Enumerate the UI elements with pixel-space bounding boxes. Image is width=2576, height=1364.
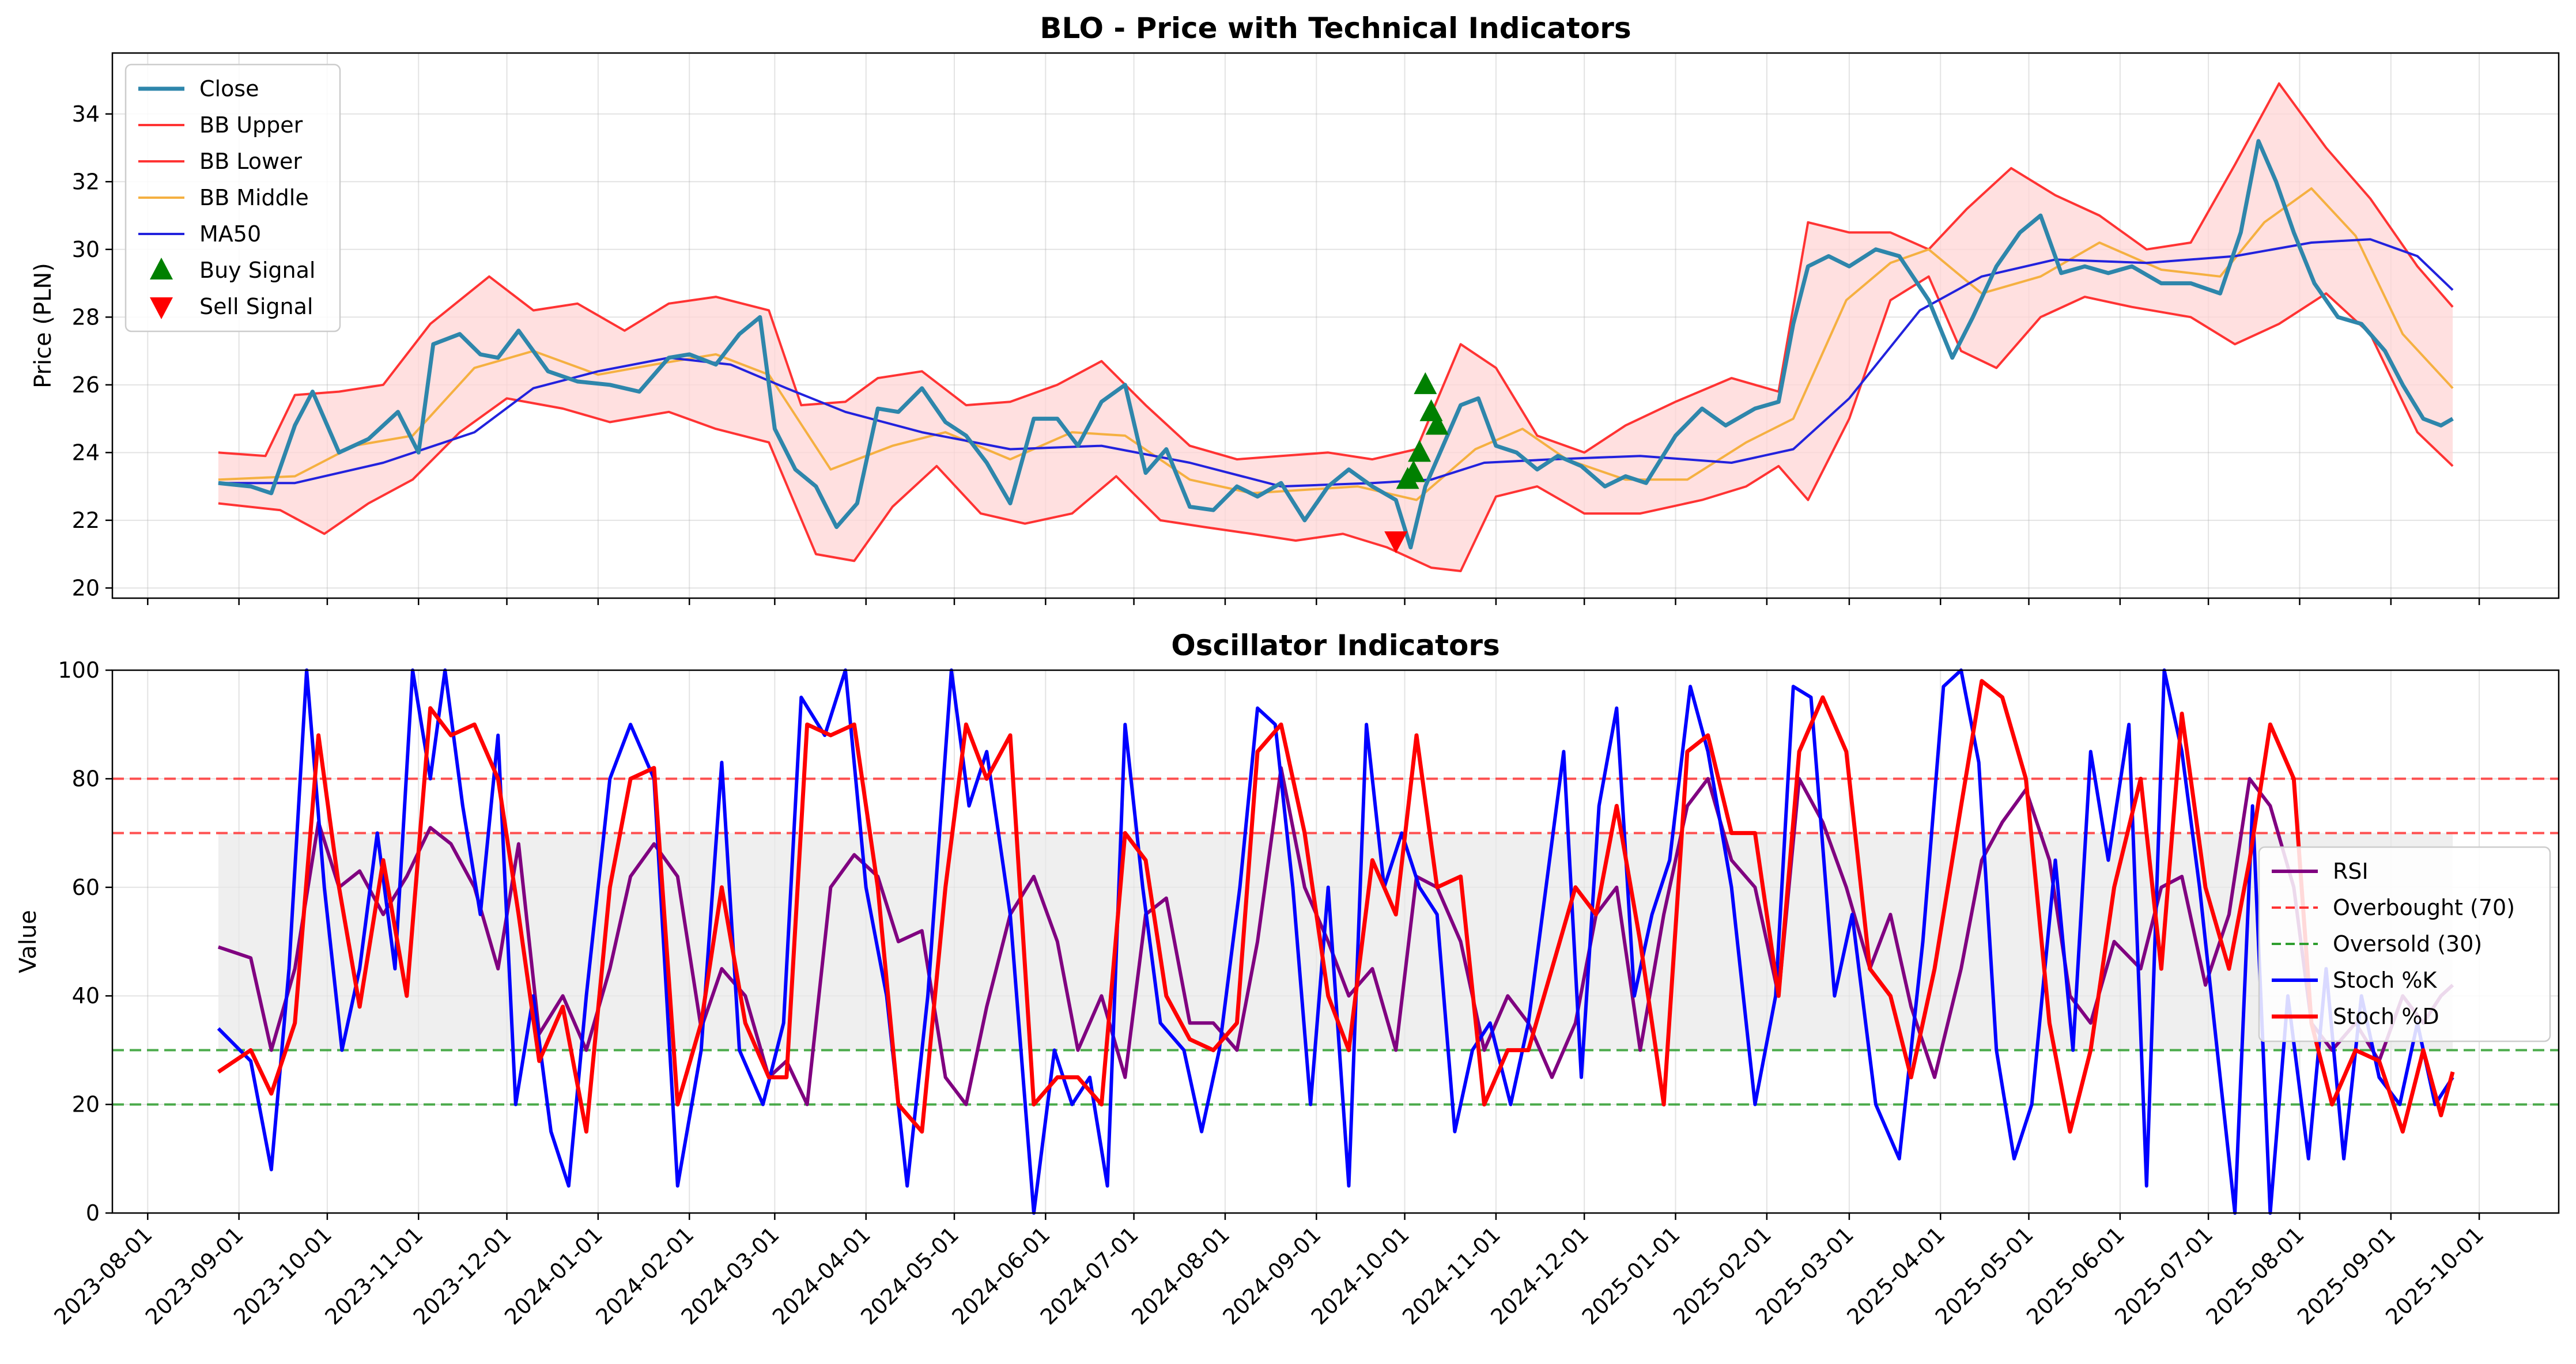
- panel-title: Oscillator Indicators: [1171, 629, 1500, 662]
- x-tick-label: 2024-01-01: [500, 1222, 607, 1329]
- price-legend: Close BB Upper BB Lower BB Middle MA50 Buy Si…: [124, 63, 341, 333]
- legend-label: BB Upper: [199, 112, 303, 138]
- y-tick-label: 34: [72, 101, 100, 127]
- oscillator-panel-frame: [111, 669, 2560, 1214]
- legend-swatch: [150, 297, 173, 319]
- legend-label: Buy Signal: [199, 258, 315, 283]
- y-tick-label: 28: [72, 304, 100, 330]
- bollinger-band-fill: [218, 83, 2453, 571]
- legend-label: BB Middle: [199, 185, 309, 210]
- sell-signal-marker: [1384, 531, 1408, 554]
- legend-label: MA50: [199, 221, 261, 247]
- y-tick-label: 30: [72, 237, 100, 262]
- legend-label: RSI: [2333, 859, 2369, 884]
- x-tick-label: 2023-08-01: [49, 1222, 157, 1329]
- y-tick-label: 60: [72, 875, 100, 900]
- y-tick-label: 20: [72, 575, 100, 600]
- x-axis-ticks: 2023-08-012023-09-012023-10-012023-11-01…: [49, 1213, 2488, 1330]
- x-tick-label: 2025-08-01: [2201, 1222, 2309, 1329]
- panel-title: BLO - Price with Technical Indicators: [1040, 12, 1631, 45]
- y-tick-label: 20: [72, 1092, 100, 1117]
- legend-label: Stoch %K: [2333, 968, 2437, 993]
- buy-signal-marker: [1408, 440, 1431, 462]
- y-tick-label: 26: [72, 372, 100, 398]
- oscillator-panel: 0 20 40 60 80 100 Oscillator Indicators Value: [15, 629, 2560, 1226]
- y-tick-label: 32: [72, 169, 100, 194]
- y-tick-label: 22: [72, 508, 100, 533]
- y-tick-label: 100: [58, 658, 100, 683]
- buy-signal-marker: [1402, 460, 1425, 482]
- x-tick-label: 2025-01-01: [1577, 1222, 1685, 1329]
- y-tick-label: 80: [72, 766, 100, 791]
- bb-lower-line: [218, 275, 2454, 572]
- bb-middle-line: [218, 187, 2454, 501]
- price-panel: 20 22 24 26 28 30 32 34 BLO - Price with Technic…: [30, 12, 2560, 605]
- y-tick-label: 24: [72, 440, 100, 465]
- legend-label: Oversold (30): [2333, 931, 2482, 957]
- legend-label: Sell Signal: [199, 294, 313, 319]
- legend-box: [124, 63, 341, 333]
- bb-upper-line: [218, 82, 2454, 461]
- buy-signal-marker: [1414, 372, 1437, 394]
- y-tick-label: 40: [72, 983, 100, 1008]
- x-tick-label: 2024-08-01: [1127, 1222, 1234, 1329]
- oscillator-legend: RSI Overbought (70) Oversold (30) Stoch %K S…: [2258, 846, 2551, 1042]
- y-axis-label: Price (PLN): [30, 263, 56, 388]
- price-panel-frame: [111, 52, 2560, 599]
- buy-signal-marker: [1425, 413, 1449, 435]
- legend-label: Close: [199, 76, 259, 101]
- y-tick-label: 0: [86, 1200, 100, 1226]
- legend-label: Overbought (70): [2333, 895, 2515, 920]
- legend-swatch: [150, 258, 173, 279]
- stoch-d-line: [217, 679, 2455, 1134]
- close-line: [218, 139, 2454, 550]
- legend-box: [2258, 846, 2551, 1042]
- legend-label: BB Lower: [199, 149, 302, 174]
- y-axis-label: Value: [15, 910, 41, 973]
- legend-label: Stoch %D: [2333, 1004, 2439, 1029]
